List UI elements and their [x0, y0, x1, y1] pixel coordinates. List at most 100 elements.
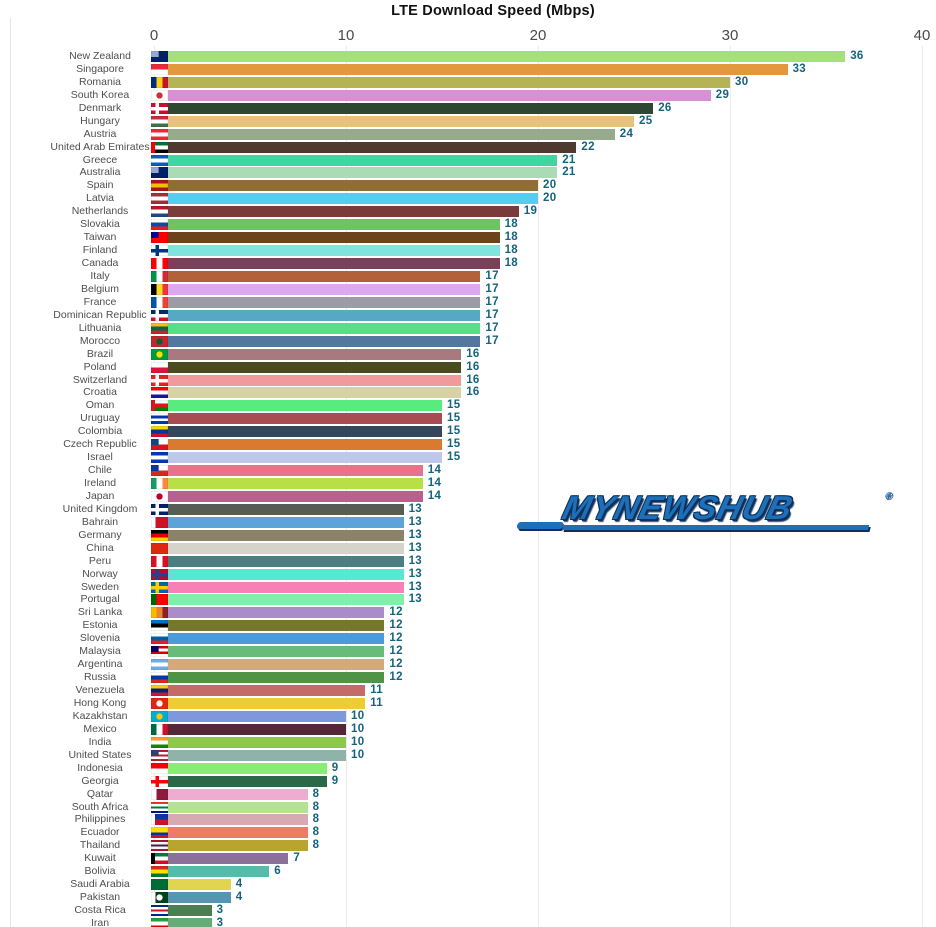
bar	[154, 542, 404, 554]
flag-slovakia-icon	[151, 219, 168, 231]
country-label: United States	[68, 748, 132, 761]
bar	[154, 490, 423, 502]
chart-row-china: China 13	[0, 542, 936, 554]
flag-kuwait-icon	[151, 853, 168, 865]
value-label: 8	[312, 787, 320, 800]
value-label: 15	[447, 399, 461, 412]
value-label: 12	[389, 632, 403, 645]
value-label: 18	[504, 257, 518, 270]
value-label: 9	[331, 761, 339, 774]
bar	[154, 452, 442, 464]
bar	[154, 245, 500, 257]
flag-georgia-icon	[151, 775, 168, 787]
flag-latvia-icon	[151, 193, 168, 205]
country-label: Indonesia	[77, 761, 123, 774]
country-label: Romania	[78, 75, 122, 88]
value-label: 16	[466, 347, 480, 360]
country-label: Qatar	[86, 787, 114, 800]
value-label: 29	[715, 88, 730, 101]
country-label: Austria	[83, 127, 117, 140]
flag-australia-icon	[151, 167, 168, 179]
chart-row-hong-kong: Hong Kong 11	[0, 697, 936, 709]
country-label: Venezuela	[75, 684, 125, 697]
bar	[154, 905, 212, 917]
x-tick-30: 30	[721, 27, 739, 44]
country-label: South Africa	[71, 800, 129, 813]
flag-united-kingdom-icon	[151, 503, 168, 515]
value-label: 24	[619, 127, 634, 140]
bar	[154, 322, 481, 334]
flag-kazakhstan-icon	[151, 710, 168, 722]
bar	[154, 296, 481, 308]
bar	[154, 283, 481, 295]
country-label: Italy	[90, 269, 110, 282]
flag-belgium-icon	[151, 283, 168, 295]
flag-estonia-icon	[151, 620, 168, 632]
chart-row-united-states: United States 10	[0, 748, 936, 761]
chart-row-ecuador: Ecuador 8	[0, 826, 936, 839]
bar	[154, 788, 308, 800]
flag-bahrain-icon	[151, 516, 168, 528]
flag-taiwan-icon	[151, 232, 168, 244]
bar	[154, 723, 346, 735]
flag-south-africa-icon	[151, 801, 168, 813]
value-label: 11	[370, 697, 383, 709]
chart-row-georgia: Georgia 9	[0, 774, 936, 787]
country-label: Brazil	[86, 347, 114, 360]
chart-row-new-zealand: New Zealand 36	[0, 50, 936, 62]
value-label: 13	[408, 528, 422, 541]
value-label: 13	[408, 593, 422, 606]
flag-ecuador-icon	[151, 827, 168, 839]
bar	[154, 840, 308, 852]
chart-row-taiwan: Taiwan 18	[0, 231, 936, 244]
value-label: 9	[331, 774, 339, 787]
country-label: Singapore	[76, 62, 124, 75]
flag-denmark-icon	[151, 102, 168, 114]
chart-row-france: France 17	[0, 295, 936, 308]
bar	[154, 775, 327, 787]
value-label: 3	[216, 916, 224, 927]
x-tick-40: 40	[913, 27, 931, 44]
flag-romania-icon	[151, 76, 168, 88]
flag-slovenia-icon	[151, 633, 168, 645]
bar	[154, 581, 404, 593]
flag-hong-kong-icon	[151, 698, 168, 709]
flag-colombia-icon	[151, 426, 168, 438]
bar	[154, 193, 538, 205]
flag-lithuania-icon	[151, 322, 168, 334]
country-label: Iran	[90, 916, 110, 927]
chart-row-belgium: Belgium 17	[0, 283, 936, 295]
country-label: France	[83, 295, 117, 308]
country-label: Ecuador	[80, 826, 120, 839]
value-label: 8	[312, 826, 320, 839]
value-label: 26	[658, 101, 672, 114]
country-label: Australia	[79, 166, 121, 179]
country-label: Mexico	[83, 722, 117, 735]
chart-row-japan: Japan 14	[0, 490, 936, 502]
value-label: 4	[235, 878, 243, 891]
flag-philippines-icon	[151, 814, 168, 826]
country-label: Morocco	[79, 334, 121, 347]
bar	[154, 102, 654, 114]
chart-row-pakistan: Pakistan 4	[0, 891, 936, 904]
country-label: Poland	[83, 360, 117, 373]
flag-brazil-icon	[151, 348, 168, 360]
flag-israel-icon	[151, 452, 168, 464]
flag-canada-icon	[151, 258, 168, 270]
flag-italy-icon	[151, 270, 168, 282]
bar	[154, 620, 385, 632]
bar	[154, 801, 308, 813]
flag-finland-icon	[151, 245, 168, 257]
country-label: Malaysia	[79, 645, 121, 658]
country-label: United Arab Emirates	[50, 140, 150, 153]
flag-dominican-republic-icon	[151, 309, 168, 321]
bar	[154, 646, 385, 658]
value-label: 13	[408, 580, 422, 593]
country-label: Peru	[88, 554, 112, 567]
country-label: Saudi Arabia	[70, 878, 130, 891]
bar	[154, 698, 366, 709]
country-label: South Korea	[70, 88, 130, 101]
value-label: 17	[485, 269, 499, 282]
chart-row-oman: Oman 15	[0, 399, 936, 412]
chart-row-czech-republic: Czech Republic 15	[0, 438, 936, 451]
